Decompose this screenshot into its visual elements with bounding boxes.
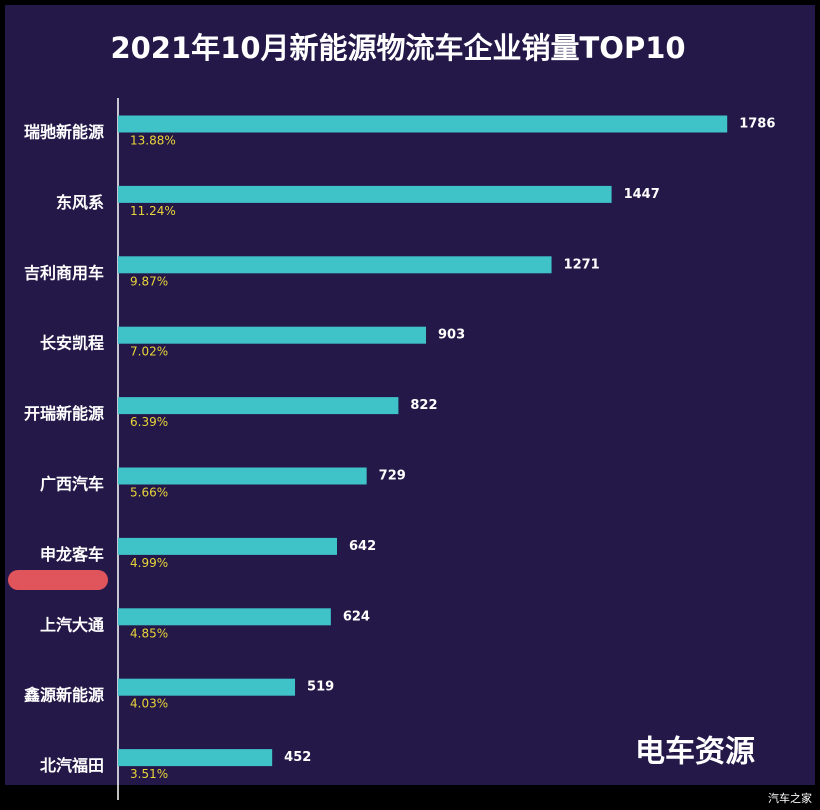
bar	[118, 608, 331, 626]
highlight	[8, 570, 108, 590]
value-label: 822	[410, 398, 437, 413]
bar	[118, 115, 728, 133]
bar	[118, 397, 399, 415]
value-label: 624	[343, 609, 370, 624]
category-label: 瑞驰新能源	[24, 123, 104, 142]
bar	[118, 256, 552, 274]
value-label: 519	[307, 680, 334, 695]
bar	[118, 467, 367, 485]
value-label: 1447	[624, 187, 660, 202]
bar	[118, 326, 427, 344]
value-label: 729	[379, 469, 406, 484]
value-label: 452	[284, 750, 311, 765]
value-label: 903	[438, 328, 465, 343]
category-label: 上汽大通	[40, 615, 104, 634]
watermark-logo: 电车资源	[635, 735, 755, 770]
share-label: 4.85%	[130, 626, 168, 640]
category-label: 长安凯程	[40, 334, 104, 353]
category-label: 申龙客车	[40, 545, 104, 564]
chart-title: 2021年10月新能源物流车企业销量TOP10	[110, 31, 685, 65]
share-label: 4.03%	[130, 697, 168, 711]
value-label: 1271	[564, 257, 600, 272]
share-label: 6.39%	[130, 415, 168, 429]
share-label: 13.88%	[130, 134, 176, 148]
share-label: 4.99%	[130, 556, 168, 570]
share-label: 5.66%	[130, 486, 168, 500]
share-label: 7.02%	[130, 345, 168, 359]
bar	[118, 678, 296, 696]
category-label: 鑫源新能源	[23, 686, 104, 705]
category-label: 东风系	[56, 193, 104, 212]
value-label: 642	[349, 539, 376, 554]
bar	[118, 537, 337, 555]
category-label: 开瑞新能源	[24, 404, 104, 423]
background	[5, 5, 815, 785]
category-label: 吉利商用车	[24, 263, 104, 282]
share-label: 11.24%	[130, 204, 176, 218]
value-label: 1786	[739, 117, 775, 132]
bar	[118, 749, 273, 767]
bar	[118, 185, 612, 203]
category-label: 北汽福田	[40, 756, 104, 775]
watermark-source: 汽车之家	[768, 791, 812, 805]
share-label: 3.51%	[130, 767, 168, 781]
category-label: 广西汽车	[40, 475, 104, 494]
share-label: 9.87%	[130, 274, 168, 288]
